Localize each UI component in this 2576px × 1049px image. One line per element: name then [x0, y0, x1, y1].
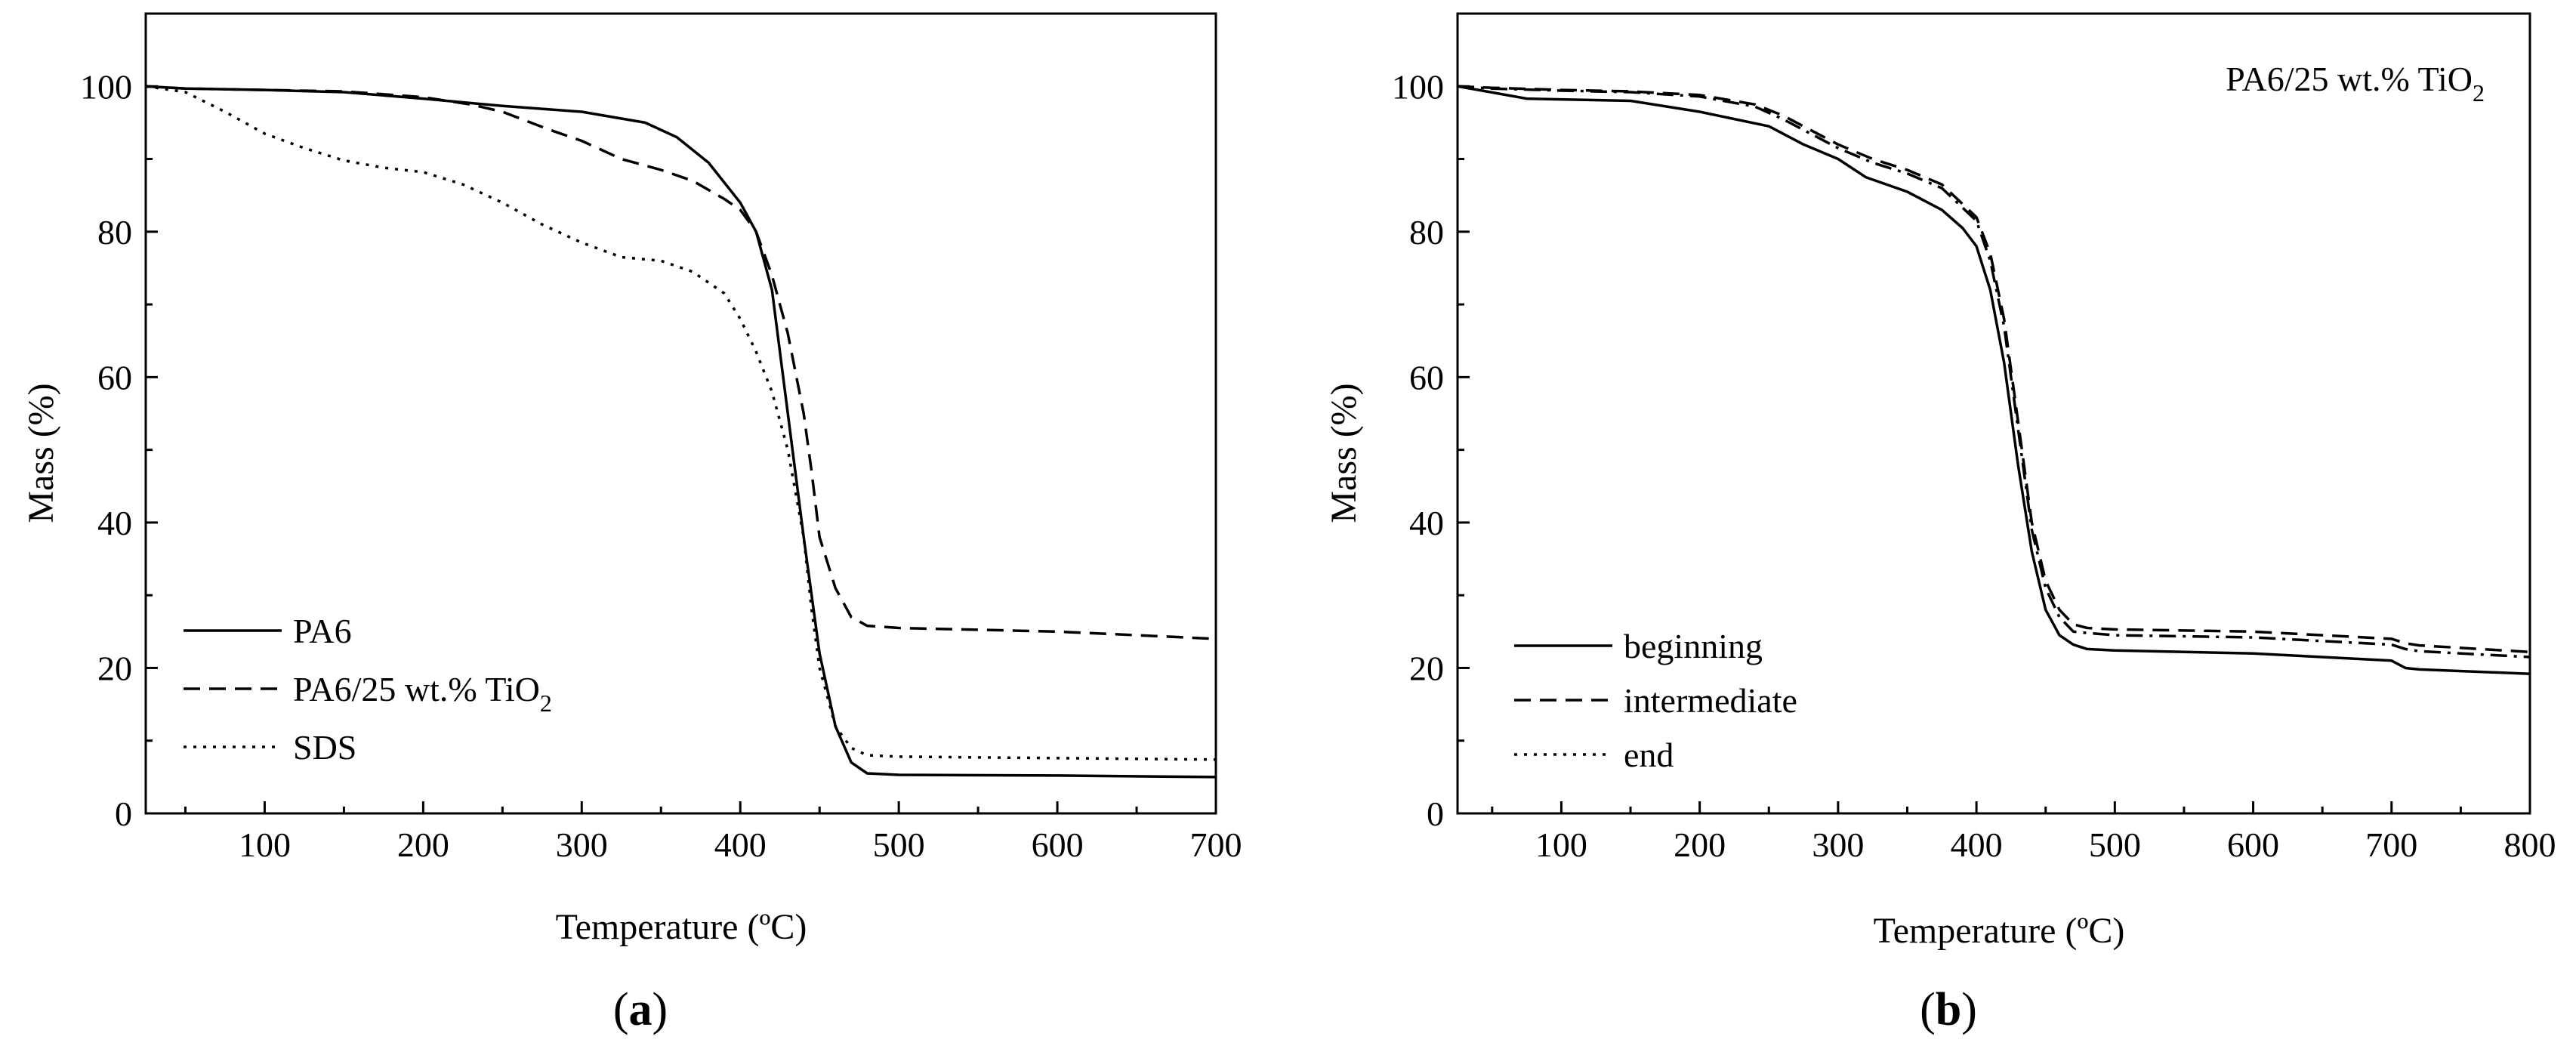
panel-b-y-tick-label: 100 — [1392, 67, 1444, 106]
panel-b-legend-label: intermediate — [1624, 681, 1797, 720]
panel-b-annotation: PA6/25 wt.% TiO2 — [2226, 60, 2485, 106]
panel-a-x-tick-label: 200 — [397, 825, 449, 864]
panel-a-label: (a) — [613, 984, 668, 1035]
panel-a-series-pa6-25-wt-tio2 — [145, 85, 1217, 640]
panel-b-series-end — [1457, 85, 2531, 659]
panel-b-legend-label: end — [1624, 736, 1674, 774]
panel-b-label: (b) — [1920, 984, 1977, 1035]
panel-b-x-tick-label: 600 — [2227, 825, 2279, 864]
panel-b-x-tick-label: 300 — [1812, 825, 1864, 864]
panel-a-y-tick-label: 40 — [97, 504, 132, 542]
panel-a-x-tick-label: 100 — [239, 825, 291, 864]
panel-a-x-tick-label: 500 — [873, 825, 925, 864]
panel-b-y-tick-label: 60 — [1409, 358, 1444, 396]
panel-b-series-beginning — [1457, 85, 2531, 675]
panel-a-y-tick-label: 80 — [97, 213, 132, 251]
panel-a-x-tick-label: 400 — [714, 825, 767, 864]
panel-b-y-tick-label: 0 — [1427, 794, 1444, 833]
panel-b-chart: 100 200 300 400 500 600 700 800 0 20 40 60 80 100 Tem… — [1324, 12, 2556, 1035]
panel-a-plot-frame — [144, 12, 1217, 815]
panel-a-legend-label: SDS — [293, 728, 356, 767]
panel-b-legend-label: beginning — [1624, 627, 1763, 665]
panel-a-x-tick-label: 700 — [1190, 825, 1242, 864]
panel-a-x-axis-title: Temperature (ºC) — [556, 907, 807, 947]
panel-a-y-tick-label: 100 — [80, 67, 132, 106]
panel-a-plot-area — [145, 85, 1217, 779]
panel-b-series-intermediate — [1457, 85, 2531, 654]
panel-b-y-tick-label: 80 — [1409, 213, 1444, 251]
panel-a-series-sds — [145, 85, 1217, 761]
panel-b-legend: beginning intermediate end — [1514, 627, 1797, 774]
panel-a-chart: 100 200 300 400 500 600 700 0 20 40 60 80 100 Temper… — [21, 12, 1242, 1035]
panel-b-x-tick-label: 500 — [2089, 825, 2141, 864]
panel-a-y-tick-label: 60 — [97, 358, 132, 396]
panel-b-y-tick-label: 40 — [1409, 504, 1444, 542]
panel-b-x-tick-label: 200 — [1674, 825, 1726, 864]
panel-a-axes: 100 200 300 400 500 600 700 0 20 40 60 80 100 — [80, 12, 1242, 864]
panel-a-y-axis-title: Mass (%) — [21, 383, 61, 523]
panel-a-legend-label: PA6/25 wt.% TiO2 — [293, 670, 552, 717]
panel-b-x-tick-label: 400 — [1951, 825, 2003, 864]
panel-a-legend-label: PA6 — [293, 612, 352, 650]
panel-b-plot-frame — [1456, 12, 2531, 815]
panel-a-x-tick-label: 600 — [1032, 825, 1084, 864]
panel-b-x-tick-label: 800 — [2504, 825, 2556, 864]
panel-b-x-tick-label: 100 — [1535, 825, 1587, 864]
panel-a-y-tick-label: 20 — [97, 649, 132, 687]
panel-b-plot-area — [1457, 85, 2531, 675]
panel-b-axes: 100 200 300 400 500 600 700 800 0 20 40 60 80 100 — [1392, 12, 2556, 864]
panel-b-x-tick-label: 700 — [2365, 825, 2417, 864]
panel-b-y-tick-label: 20 — [1409, 649, 1444, 687]
panel-a-y-tick-label: 0 — [115, 794, 132, 833]
panel-b-y-axis-title: Mass (%) — [1324, 383, 1364, 523]
panel-b-x-axis-title: Temperature (ºC) — [1874, 911, 2125, 951]
panel-a-legend: PA6 PA6/25 wt.% TiO2 SDS — [184, 612, 552, 767]
panel-a-x-tick-label: 300 — [556, 825, 608, 864]
